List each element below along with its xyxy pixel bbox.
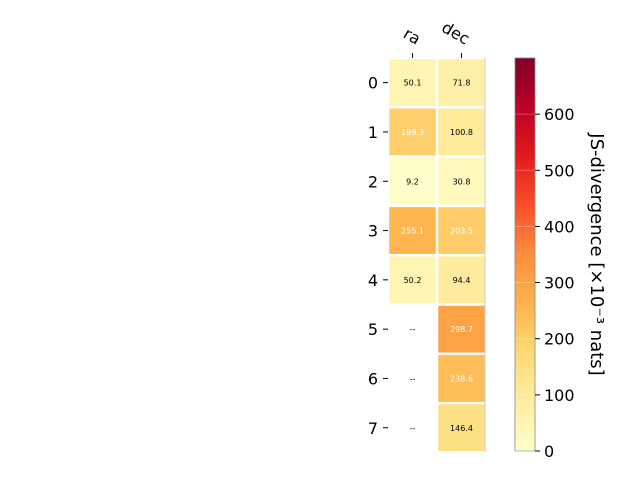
heatmap-cell xyxy=(438,157,485,205)
heatmap-cell xyxy=(389,59,436,107)
colorbar-label: JS-divergence [×10⁻³ nats] xyxy=(586,132,607,375)
cell-value-label: -- xyxy=(410,374,416,383)
cell-value-label: -- xyxy=(410,424,416,433)
colorbar-tick-label: 400 xyxy=(544,217,575,236)
row-tick-label: 2 xyxy=(368,172,378,191)
cell-value-label: 146.4 xyxy=(450,424,473,433)
colorbar-gradient xyxy=(514,57,536,452)
row-tick-label: 5 xyxy=(368,320,378,339)
heatmap-cell xyxy=(438,59,485,107)
heatmap-cells: 50.1 71.8 199.3 100.8 9.2 30.8 255.1 203.5 50.2 9… xyxy=(389,58,486,453)
heatmap-cell xyxy=(389,207,436,254)
cell-value-label: 50.2 xyxy=(404,276,422,285)
cell-value-label: 298.7 xyxy=(450,325,473,334)
cell-value-label: 255.1 xyxy=(401,227,424,236)
colorbar-tick-label: 0 xyxy=(544,442,554,461)
cell-value-label: 30.8 xyxy=(453,177,471,186)
colorbar: 0 100 200 300 400 500 600 JS-divergence [×10⁻³… xyxy=(514,57,607,461)
heatmap-cell xyxy=(438,404,485,452)
heatmap-cell xyxy=(389,157,436,205)
cell-value-label: 94.4 xyxy=(453,276,471,285)
cell-value-label: 238.6 xyxy=(450,374,473,383)
column-tick-label: dec xyxy=(439,18,473,49)
row-tick-label: 4 xyxy=(368,271,378,290)
cell-value-label: 9.2 xyxy=(406,177,419,186)
column-labels: ra dec xyxy=(400,18,473,58)
colorbar-tick-label: 300 xyxy=(544,274,575,293)
colorbar-tick-label: 600 xyxy=(544,105,575,124)
colorbar-tick-label: 100 xyxy=(544,386,575,405)
heatmap-cell xyxy=(438,256,485,304)
cell-value-label: 203.5 xyxy=(450,227,473,236)
heatmap-cell xyxy=(438,108,485,156)
row-tick-label: 7 xyxy=(368,419,378,438)
colorbar-ticks: 0 100 200 300 400 500 600 xyxy=(515,105,575,461)
heatmap-cell xyxy=(438,305,485,353)
cell-value-label: -- xyxy=(410,325,416,334)
cell-value-label: 71.8 xyxy=(453,79,471,88)
heatmap-cell xyxy=(438,355,485,402)
row-tick-label: 3 xyxy=(368,222,378,241)
column-tick-label: ra xyxy=(400,24,424,49)
cell-value-label: 100.8 xyxy=(450,128,473,137)
row-tick-label: 0 xyxy=(368,74,378,93)
row-tick-label: 6 xyxy=(368,369,378,388)
colorbar-tick-label: 200 xyxy=(544,330,575,349)
heatmap-cell xyxy=(389,256,436,304)
heatmap-cell xyxy=(389,108,436,156)
cell-value-label: 199.3 xyxy=(401,128,424,137)
cell-value-label: 50.1 xyxy=(404,79,422,88)
heatmap-cell xyxy=(438,207,485,254)
colorbar-tick-label: 500 xyxy=(544,161,575,180)
row-tick-label: 1 xyxy=(368,123,378,142)
row-labels: 0 1 2 3 4 5 6 7 xyxy=(368,74,388,438)
